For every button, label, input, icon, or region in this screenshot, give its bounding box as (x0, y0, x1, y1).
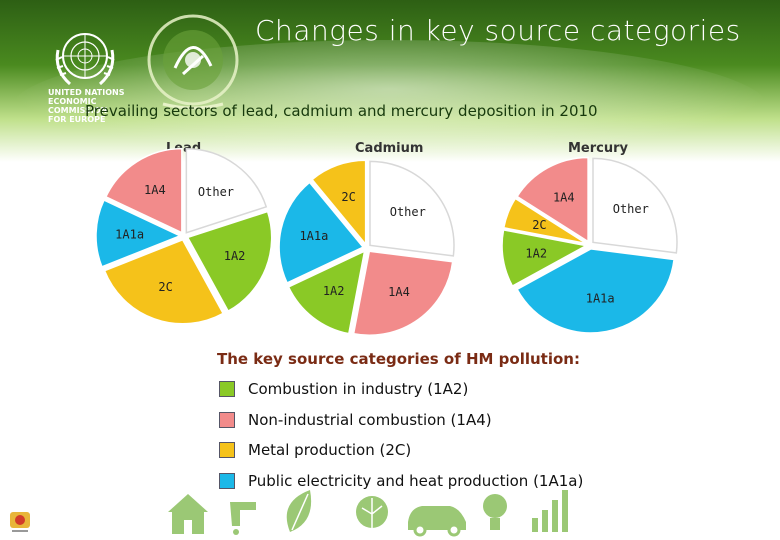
house-icon (168, 494, 208, 534)
slice-label: Other (613, 202, 649, 216)
legend-item-1a4: Non-industrial combustion (1A4) (219, 410, 492, 430)
pie-title-cadmium: Cadmium (355, 141, 424, 156)
pie-slice-cadmium-other (369, 160, 455, 257)
slice-label: 1A4 (553, 190, 575, 204)
un-text-line: ECONOMIC COMMISSION (48, 97, 108, 115)
pie-slice-lead-other (185, 148, 268, 234)
footer-icons (168, 490, 568, 537)
pie-slice-lead-1a1a (95, 199, 182, 268)
legend-item-2c: Metal production (2C) (219, 440, 411, 460)
slice-label: 2C (341, 190, 355, 204)
pie-title-mercury: Mercury (568, 141, 629, 156)
pie-slice-cadmium-2c (311, 159, 367, 247)
slice-label: 1A4 (144, 183, 166, 197)
pie-slice-lead-1a2 (186, 210, 273, 313)
un-logo-text: UNITED NATIONS ECONOMIC COMMISSION FOR E… (48, 88, 138, 124)
car-icon (408, 506, 466, 537)
slice-label: 1A2 (525, 247, 547, 261)
pie-slice-mercury-other (592, 157, 678, 254)
legend-item-1a1a: Public electricity and heat production (… (219, 471, 583, 491)
slice-label: 1A2 (323, 284, 345, 298)
slice-label: Other (198, 185, 234, 199)
water-tap-icon (230, 502, 256, 535)
legend-label: Combustion in industry (1A2) (248, 380, 469, 398)
pie-slice-mercury-1a2 (501, 229, 589, 288)
pie-slice-lead-1a4 (104, 147, 183, 234)
slide-title: Changes in key source categories (255, 14, 741, 47)
slice-label: 2C (158, 280, 172, 294)
green-economy-logo-icon (147, 14, 239, 110)
legend-swatch (219, 473, 235, 489)
pie-slice-cadmium-1a1a (278, 181, 365, 284)
slice-label: 1A1a (586, 291, 615, 305)
pie-slice-mercury-1a1a (516, 248, 675, 334)
legend-title: The key source categories of HM pollutio… (217, 350, 580, 368)
legend-item-1a2: Combustion in industry (1A2) (219, 379, 468, 399)
slice-label: 1A1a (115, 227, 144, 241)
pie-slice-mercury-2c (502, 197, 587, 245)
legend-swatch (219, 442, 235, 458)
pie-slice-cadmium-1a4 (352, 250, 454, 336)
slice-label: 1A2 (224, 249, 246, 263)
leaf-icon (356, 496, 388, 528)
un-text-line: UNITED NATIONS (48, 88, 125, 97)
pie-slice-lead-2c (103, 238, 225, 325)
legend-swatch (219, 381, 235, 397)
bulb-icon (483, 494, 507, 530)
unece-badge-icon (10, 512, 30, 532)
legend-label: Non-industrial combustion (1A4) (248, 411, 492, 429)
bar-chart-icon (532, 490, 568, 532)
legend-label: Public electricity and heat production (… (248, 472, 584, 490)
leaf-icon (286, 490, 312, 532)
chart-subtitle: Prevailing sectors of lead, cadmium and … (85, 102, 598, 120)
slice-label: 1A1a (299, 229, 328, 243)
legend-label: Metal production (2C) (248, 441, 412, 459)
legend-swatch (219, 412, 235, 428)
pie-slice-cadmium-1a2 (287, 249, 366, 335)
pie-slice-mercury-1a4 (516, 156, 589, 243)
un-text-line: FOR EUROPE (48, 115, 106, 124)
slice-label: 1A4 (388, 285, 410, 299)
un-emblem-icon (55, 33, 115, 86)
slice-label: Other (390, 205, 426, 219)
slice-label: 2C (532, 218, 546, 232)
